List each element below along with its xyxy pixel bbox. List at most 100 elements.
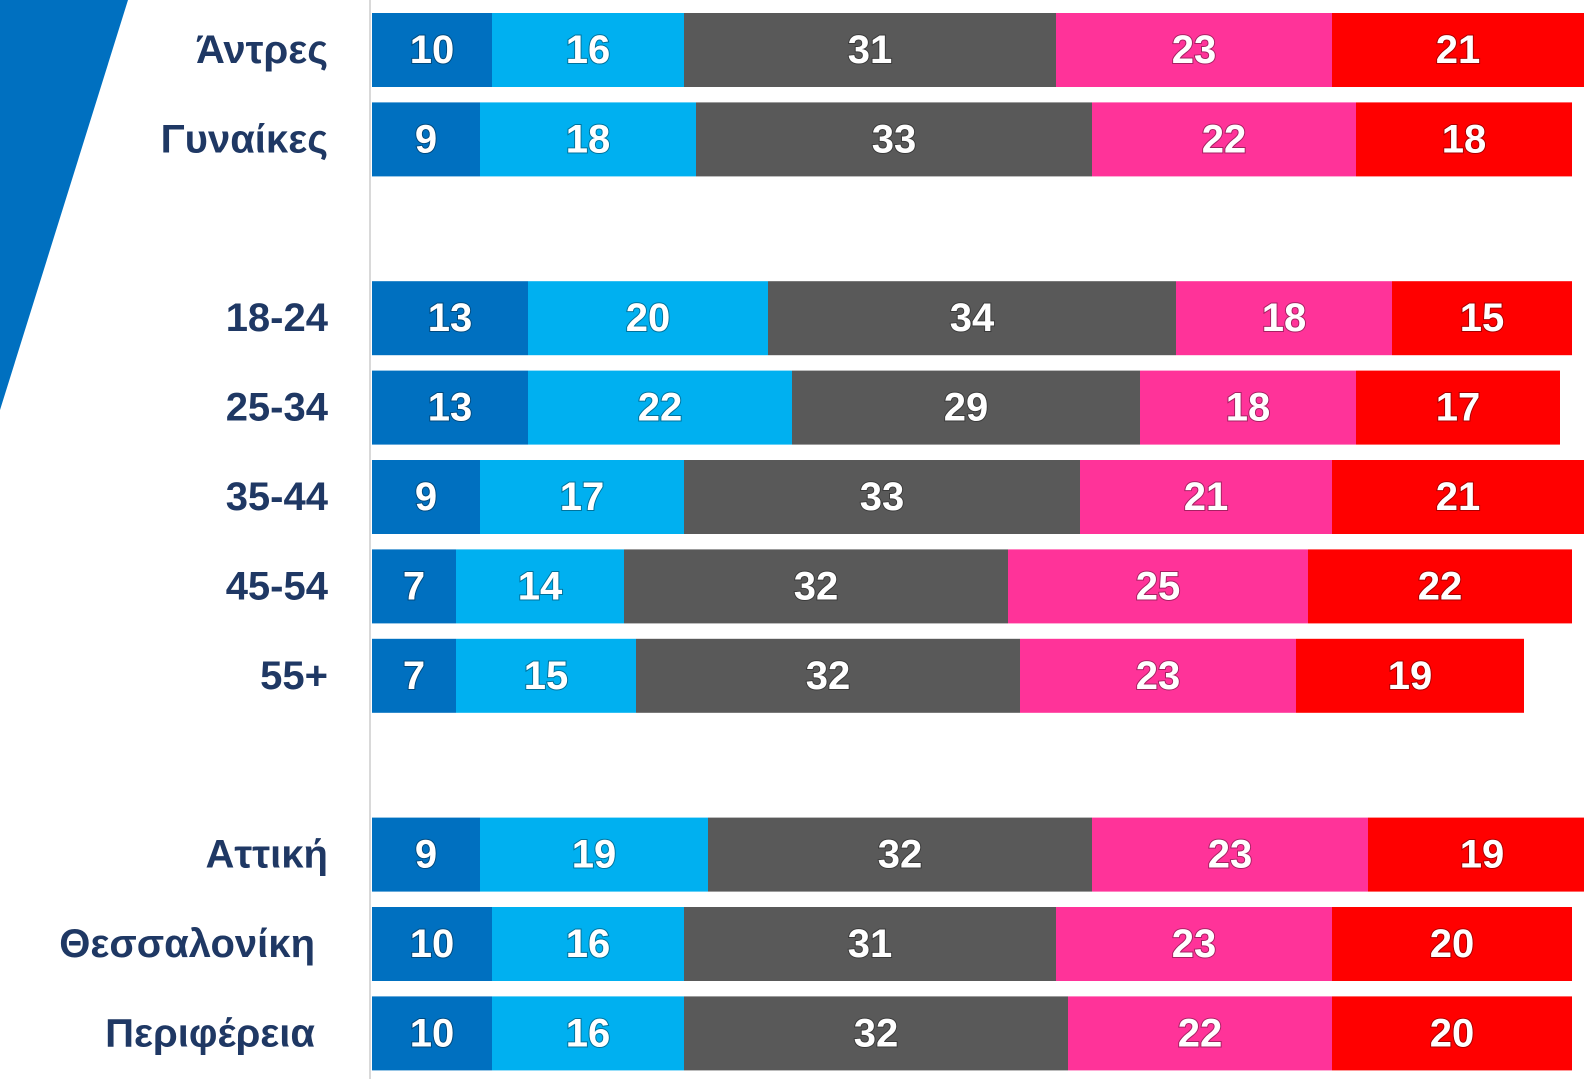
value-label: 32 xyxy=(878,833,923,877)
value-label: 9 xyxy=(415,833,437,877)
bar-segment xyxy=(492,996,684,1071)
value-label: 22 xyxy=(1178,1011,1223,1055)
value-label: 20 xyxy=(1430,1011,1475,1055)
value-label: 9 xyxy=(415,475,437,519)
bar-segment xyxy=(1332,996,1572,1071)
value-label: 14 xyxy=(518,564,563,608)
bar-segment xyxy=(372,460,480,534)
value-label: 25 xyxy=(1136,564,1181,608)
value-label: 15 xyxy=(1460,296,1505,340)
value-label: 17 xyxy=(1436,386,1481,430)
bar-segment xyxy=(1332,13,1584,87)
value-label: 10 xyxy=(410,28,455,72)
value-label: 22 xyxy=(1418,564,1463,608)
bar-segment xyxy=(1080,460,1332,534)
value-label: 7 xyxy=(403,564,425,608)
value-label: 23 xyxy=(1172,922,1217,966)
value-label: 23 xyxy=(1136,654,1181,698)
bar-segment xyxy=(528,370,792,445)
value-label: 33 xyxy=(872,117,917,161)
bar-segment xyxy=(492,13,684,87)
value-label: 16 xyxy=(566,28,611,72)
value-label: 9 xyxy=(415,117,437,161)
bar-segment xyxy=(1056,907,1332,981)
value-label: 23 xyxy=(1208,833,1253,877)
value-label: 16 xyxy=(566,922,611,966)
bar-segment xyxy=(480,460,684,534)
category-label: Γυναίκες xyxy=(161,117,328,161)
bar-segment xyxy=(1296,638,1524,713)
bar-segment xyxy=(372,996,492,1071)
category-label: Άντρες xyxy=(196,28,328,72)
value-label: 22 xyxy=(638,386,683,430)
bar-segment xyxy=(1008,549,1308,624)
bar-segment xyxy=(372,638,456,713)
bar-segment xyxy=(372,907,492,981)
bar-segment xyxy=(684,13,1056,87)
value-label: 17 xyxy=(560,475,605,519)
bar-segment xyxy=(492,907,684,981)
value-label: 19 xyxy=(1460,833,1505,877)
category-label: Θεσσαλονίκη xyxy=(59,922,315,966)
value-label: 31 xyxy=(848,922,893,966)
value-label: 18 xyxy=(1442,117,1487,161)
bar-segment xyxy=(1392,281,1572,356)
value-label: 7 xyxy=(403,654,425,698)
value-label: 22 xyxy=(1202,117,1247,161)
bar-segment xyxy=(1176,281,1392,356)
bar-segment xyxy=(1332,907,1572,981)
bar-segment xyxy=(708,817,1092,892)
bar-segment xyxy=(372,13,492,87)
value-label: 15 xyxy=(524,654,569,698)
bar-segment xyxy=(456,549,624,624)
value-label: 16 xyxy=(566,1011,611,1055)
bar-segment xyxy=(624,549,1008,624)
bar-segment xyxy=(1092,817,1368,892)
category-label: 55+ xyxy=(260,654,328,698)
value-label: 21 xyxy=(1436,28,1481,72)
bar-segment xyxy=(1356,102,1572,177)
category-label: Αττική xyxy=(206,833,328,877)
category-label: 35-44 xyxy=(226,475,329,519)
value-label: 23 xyxy=(1172,28,1217,72)
bar-segment xyxy=(792,370,1140,445)
bar-segment xyxy=(480,817,708,892)
value-label: 31 xyxy=(848,28,893,72)
bar-segment xyxy=(684,907,1056,981)
category-label: 25-34 xyxy=(226,386,329,430)
bar-segment xyxy=(372,102,480,177)
value-label: 19 xyxy=(1388,654,1433,698)
value-label: 32 xyxy=(806,654,851,698)
value-label: 32 xyxy=(794,564,839,608)
bar-segment xyxy=(1092,102,1356,177)
bar-segment xyxy=(372,549,456,624)
bar-segment xyxy=(528,281,768,356)
bar-segment xyxy=(480,102,696,177)
bar-segment xyxy=(1068,996,1332,1071)
category-label: 18-24 xyxy=(226,296,329,340)
value-label: 18 xyxy=(1226,386,1271,430)
bar-segment xyxy=(456,638,636,713)
bar-segment xyxy=(684,996,1068,1071)
bar-segment xyxy=(768,281,1176,356)
bar-segment xyxy=(636,638,1020,713)
bar-segment xyxy=(1368,817,1584,892)
bar-segment xyxy=(1332,460,1584,534)
bar-segment xyxy=(1356,370,1560,445)
value-label: 13 xyxy=(428,386,473,430)
value-label: 18 xyxy=(566,117,611,161)
category-label: 45-54 xyxy=(226,564,329,608)
bar-segment xyxy=(684,460,1080,534)
bar-segment xyxy=(372,817,480,892)
value-label: 32 xyxy=(854,1011,899,1055)
value-label: 21 xyxy=(1436,475,1481,519)
bar-segment xyxy=(1020,638,1296,713)
value-label: 20 xyxy=(626,296,671,340)
bar-segment xyxy=(1140,370,1356,445)
value-label: 21 xyxy=(1184,475,1229,519)
bar-segment xyxy=(372,370,528,445)
value-label: 20 xyxy=(1430,922,1475,966)
value-label: 29 xyxy=(944,386,989,430)
value-label: 18 xyxy=(1262,296,1307,340)
